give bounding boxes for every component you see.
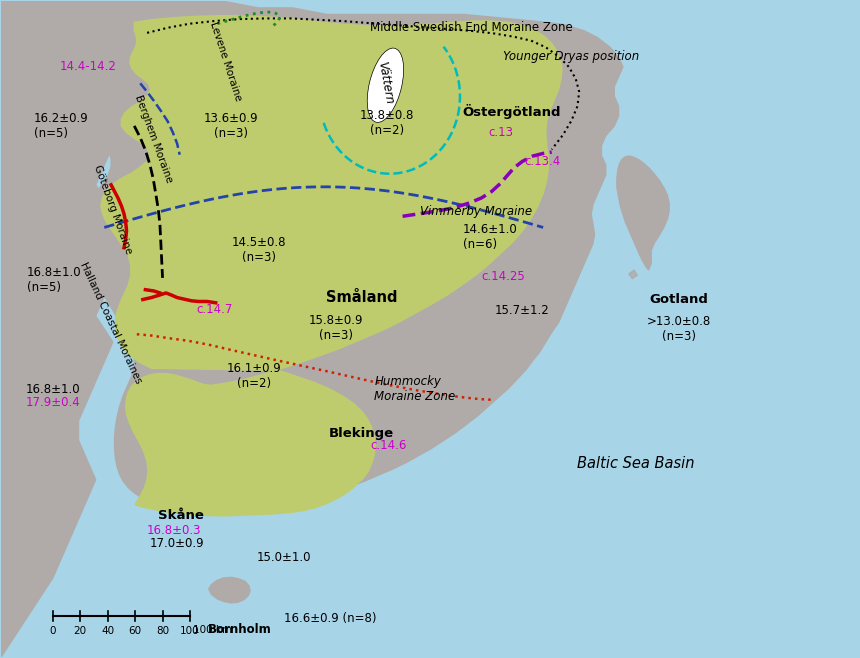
Polygon shape xyxy=(21,222,31,230)
Polygon shape xyxy=(629,270,637,278)
Text: 14.4-14.2: 14.4-14.2 xyxy=(59,61,117,74)
Text: 13.6±0.9
(n=3): 13.6±0.9 (n=3) xyxy=(204,112,259,140)
Polygon shape xyxy=(26,168,35,176)
Polygon shape xyxy=(567,84,580,95)
Text: c.14.25: c.14.25 xyxy=(482,270,525,283)
Text: Östergötland: Östergötland xyxy=(463,104,561,119)
Text: >13.0±0.8
(n=3): >13.0±0.8 (n=3) xyxy=(647,315,710,343)
Polygon shape xyxy=(40,103,51,111)
Text: 14.5±0.8
(n=3): 14.5±0.8 (n=3) xyxy=(231,236,286,265)
Text: Baltic Sea Basin: Baltic Sea Basin xyxy=(577,456,695,471)
Text: Middle Swedish End Moraine Zone: Middle Swedish End Moraine Zone xyxy=(370,21,573,34)
Text: 17.0±0.9: 17.0±0.9 xyxy=(150,538,205,550)
Polygon shape xyxy=(2,1,121,657)
Text: Blekinge: Blekinge xyxy=(329,427,394,440)
Text: Gotland: Gotland xyxy=(649,293,708,306)
Polygon shape xyxy=(23,195,33,202)
Polygon shape xyxy=(29,145,40,153)
Text: Levene Moraine: Levene Moraine xyxy=(208,21,243,103)
Text: 16.6±0.9 (n=8): 16.6±0.9 (n=8) xyxy=(285,612,377,625)
Text: Skåne: Skåne xyxy=(158,509,205,522)
Ellipse shape xyxy=(367,48,403,122)
Text: 16.8±0.3: 16.8±0.3 xyxy=(147,524,201,538)
Text: 60: 60 xyxy=(128,626,142,636)
Text: 20: 20 xyxy=(74,626,87,636)
Polygon shape xyxy=(51,84,63,92)
Text: Bornholm: Bornholm xyxy=(208,622,272,636)
Text: Hummocky
Moraine Zone: Hummocky Moraine Zone xyxy=(374,375,456,403)
Text: 40: 40 xyxy=(101,626,114,636)
Text: c.14.6: c.14.6 xyxy=(370,439,407,452)
Text: Göteborg Moraine: Göteborg Moraine xyxy=(92,164,133,256)
Text: 100 km: 100 km xyxy=(194,625,232,635)
Text: 17.9±0.4: 17.9±0.4 xyxy=(26,396,80,409)
Text: 14.6±1.0
(n=6): 14.6±1.0 (n=6) xyxy=(463,223,518,251)
Text: Halland Coastal Moraines: Halland Coastal Moraines xyxy=(78,260,144,385)
Text: Younger Dryas position: Younger Dryas position xyxy=(503,50,639,63)
Polygon shape xyxy=(577,124,589,135)
Text: Vimmerby Moraine: Vimmerby Moraine xyxy=(420,205,531,218)
Text: Vättern: Vättern xyxy=(375,60,396,105)
Polygon shape xyxy=(574,103,586,114)
Polygon shape xyxy=(101,16,562,516)
Text: 15.7±1.2: 15.7±1.2 xyxy=(494,304,549,317)
Text: 16.8±1.0: 16.8±1.0 xyxy=(26,383,80,395)
Text: 100: 100 xyxy=(180,626,200,636)
Polygon shape xyxy=(70,1,623,509)
Text: 80: 80 xyxy=(156,626,169,636)
Polygon shape xyxy=(209,577,250,603)
Text: c.13: c.13 xyxy=(488,126,513,139)
Polygon shape xyxy=(617,156,669,270)
Text: Berghem Moraine: Berghem Moraine xyxy=(133,93,175,184)
Text: Småland: Småland xyxy=(326,290,397,305)
Text: 16.2±0.9
(n=5): 16.2±0.9 (n=5) xyxy=(34,112,89,140)
Text: 16.1±0.9
(n=2): 16.1±0.9 (n=2) xyxy=(227,362,281,390)
Text: 0: 0 xyxy=(50,626,56,636)
Text: 15.0±1.0: 15.0±1.0 xyxy=(257,551,311,563)
Text: c.13.4: c.13.4 xyxy=(525,155,561,168)
Text: 15.8±0.9
(n=3): 15.8±0.9 (n=3) xyxy=(309,314,363,342)
Polygon shape xyxy=(34,122,44,130)
Text: c.14.7: c.14.7 xyxy=(197,303,233,316)
Text: 16.8±1.0
(n=5): 16.8±1.0 (n=5) xyxy=(28,266,82,294)
Text: 13.8±0.8
(n=2): 13.8±0.8 (n=2) xyxy=(360,109,415,137)
